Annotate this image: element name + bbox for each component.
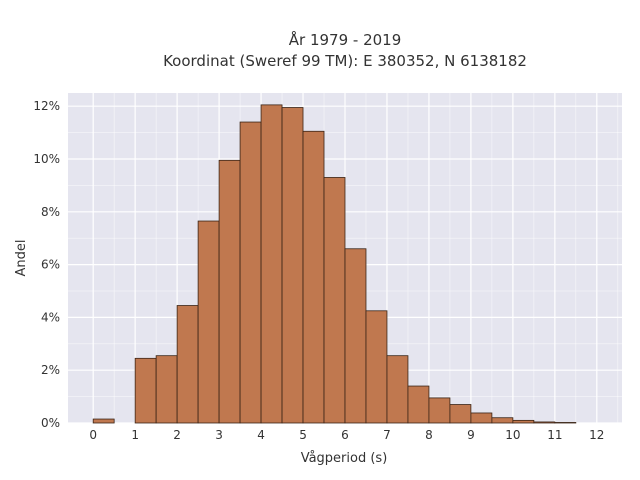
- histogram-bar: [239, 121, 262, 424]
- histogram-bar: [428, 397, 451, 424]
- y-tick-label: 4%: [41, 310, 60, 324]
- y-tick-label: 0%: [41, 416, 60, 430]
- histogram-bar: [155, 355, 178, 424]
- histogram-bar: [344, 248, 367, 424]
- histogram-bar: [365, 310, 388, 424]
- histogram-bar: [92, 418, 115, 424]
- histogram-bar: [260, 104, 283, 424]
- y-tick-label: 8%: [41, 205, 60, 219]
- histogram-bar: [491, 417, 514, 424]
- y-axis-label: Andel: [14, 240, 29, 277]
- x-tick-label: 8: [425, 428, 433, 442]
- x-tick-label: 2: [173, 428, 181, 442]
- x-tick-label: 4: [257, 428, 265, 442]
- x-tick-label: 12: [589, 428, 604, 442]
- histogram-bar: [470, 412, 493, 424]
- y-tick-label: 10%: [33, 152, 60, 166]
- x-tick-label: 5: [299, 428, 307, 442]
- histogram-bar: [302, 130, 325, 424]
- x-tick-label: 9: [467, 428, 475, 442]
- chart-title-line-2: Koordinat (Sweref 99 TM): E 380352, N 61…: [163, 52, 527, 70]
- x-tick-label: 7: [383, 428, 391, 442]
- histogram-bar: [176, 305, 199, 424]
- x-tick-label: 3: [215, 428, 223, 442]
- x-tick-label: 11: [547, 428, 562, 442]
- y-tick-label: 2%: [41, 363, 60, 377]
- histogram-bar: [323, 177, 346, 424]
- histogram-bar: [281, 107, 304, 424]
- x-tick-label: 0: [89, 428, 97, 442]
- histogram-bar: [134, 357, 157, 424]
- x-tick-label: 1: [131, 428, 139, 442]
- y-tick-label: 6%: [41, 258, 60, 272]
- histogram-bar: [197, 220, 220, 424]
- x-tick-label: 6: [341, 428, 349, 442]
- y-tick-label: 12%: [33, 99, 60, 113]
- histogram-bar: [218, 159, 241, 424]
- histogram-bar: [449, 404, 472, 424]
- histogram-bar: [533, 421, 556, 424]
- histogram-bar: [407, 385, 430, 424]
- histogram-bar: [512, 419, 535, 424]
- chart-title-line-1: År 1979 - 2019: [289, 30, 402, 49]
- x-tick-labels: 0 1 2 3 4 5 6 7 8 9 10 11 12: [89, 428, 604, 442]
- x-tick-label: 10: [505, 428, 520, 442]
- bars: [92, 104, 577, 424]
- x-axis-label: Vågperiod (s): [301, 451, 388, 466]
- y-tick-labels: 0% 2% 4% 6% 8% 10% 12%: [33, 99, 60, 430]
- histogram-bar: [386, 355, 409, 424]
- histogram-bar: [554, 422, 577, 424]
